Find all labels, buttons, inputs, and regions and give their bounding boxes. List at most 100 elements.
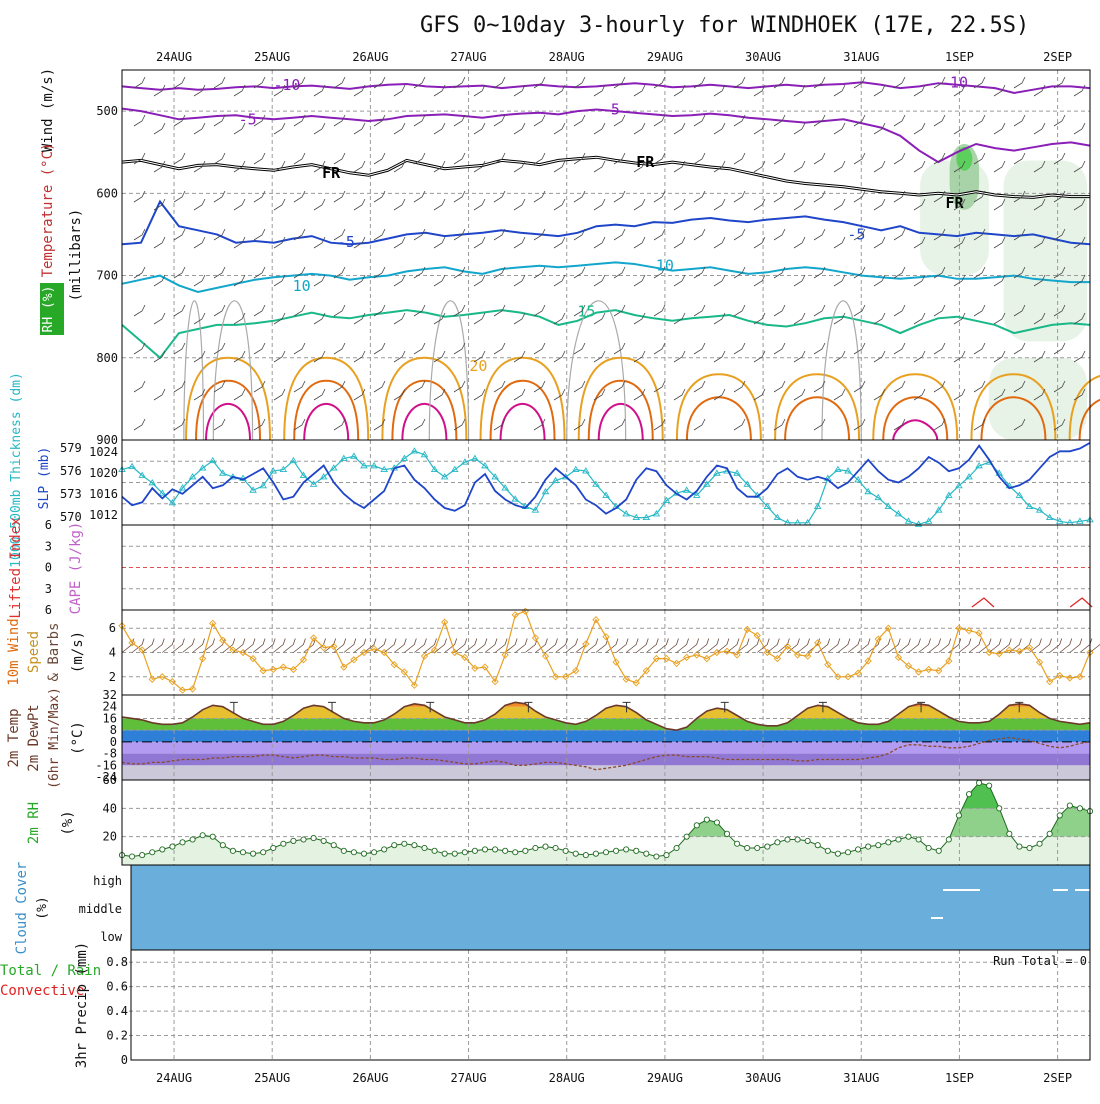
rh-point [653,853,660,860]
wind-barb-10m [202,638,216,653]
dewpt-line [121,736,1091,771]
wind-barb [833,350,846,363]
rh-point [381,846,388,853]
wind-barb [633,236,646,249]
precip-tick: 0.6 [106,980,128,994]
warm-contour [185,356,272,441]
ylabel-wind10m-c: & Barbs [46,622,62,681]
wind-barb [653,380,666,393]
wind-barb [593,388,606,401]
wind-barb [833,312,846,325]
rh-point [764,843,771,850]
warm-contour [195,379,262,441]
wind-barb [613,76,626,89]
wind-barb [173,152,186,165]
thickness-point [430,465,439,473]
rh-point [875,842,882,849]
wind-barb [213,228,226,241]
wind-barb [733,266,746,279]
contour-label: -5 [847,225,865,243]
wind-speed-point [864,657,872,665]
thickness-point [279,465,288,473]
wind-barb [1053,266,1066,279]
wind-barb [933,190,946,203]
wind-barb [313,198,326,211]
wind-barb [233,160,246,173]
wind-barb [773,76,786,89]
wind-barb [373,114,386,127]
wind-barb [813,114,826,127]
rh-point [965,791,973,798]
wind-barb-10m [293,638,306,653]
wind-barb [533,418,546,431]
wind-barb [333,380,346,393]
wind-barb [133,304,146,317]
wind-barb [573,190,586,203]
wind-barb-10m [131,638,145,653]
lifted-tick: 6 [45,518,52,532]
wind-barb [953,198,966,211]
wind-barb [753,350,766,363]
wind-barb [153,350,166,363]
wind-barb [493,304,506,317]
thickness-point [571,465,580,473]
wind-speed-point [188,685,197,693]
date-label-top: 26AUG [352,50,388,64]
wind-barb [213,190,226,203]
wind-barb-10m [908,638,921,653]
wind-barb-10m [666,638,679,653]
date-label-top: 31AUG [843,50,879,64]
wind-barb [833,198,846,211]
wind-barb-10m [1049,638,1063,653]
rh-point [804,837,811,844]
isotherm-fr-inner [121,156,1090,198]
wind-barb [1033,160,1046,173]
rh-point [623,846,630,853]
rh-point [663,852,670,859]
wind-barb [613,304,626,317]
wind-barb [293,190,306,203]
wind-barb [253,152,266,165]
wind-barb [933,266,946,279]
rh-point [401,840,408,847]
wind-barb [1013,190,1026,203]
wind-barb-10m [918,638,931,653]
wind-barb [573,114,586,127]
wind-barb-10m [192,638,205,653]
rh-point [986,782,993,789]
wind-barb-10m [141,638,155,653]
wind-barb [353,388,366,401]
temp-tick: 16 [103,711,117,725]
wind-barb [493,228,506,241]
wind-barb-10m [1039,638,1052,653]
wind-barb [973,152,986,165]
thickness-point [541,487,550,495]
wind-barb [613,342,626,355]
wind-barb-10m [333,638,347,653]
temp-tick: -8 [103,747,117,761]
wind-barb [833,274,846,287]
rh-tick: 60 [103,773,117,787]
wind-barb-10m [827,638,841,653]
ylabel-cloud-units: (%) [35,896,50,919]
rh-point [582,852,589,859]
rh-point [562,847,569,854]
wind-speed-point [894,653,903,661]
wind-barb-10m [252,638,266,653]
rh-point [552,844,559,852]
wind-barb [893,76,906,89]
wind-barb [453,342,466,355]
rh-point [492,846,499,853]
warm-contour [685,396,752,441]
wind-barb [733,190,746,203]
wind-barb [713,84,726,97]
wind-barb-10m [1089,643,1100,653]
contour-label: 20 [469,357,487,375]
slp-tick: 1024 [89,445,118,459]
wind-speed-point [410,681,419,689]
wind-barb [273,274,286,287]
wind-barb-10m [999,638,1012,653]
wind-barb [333,114,346,127]
ylabel-precip-units: 3hr Precip (mm) [74,942,90,1068]
wind-barb [813,190,826,203]
